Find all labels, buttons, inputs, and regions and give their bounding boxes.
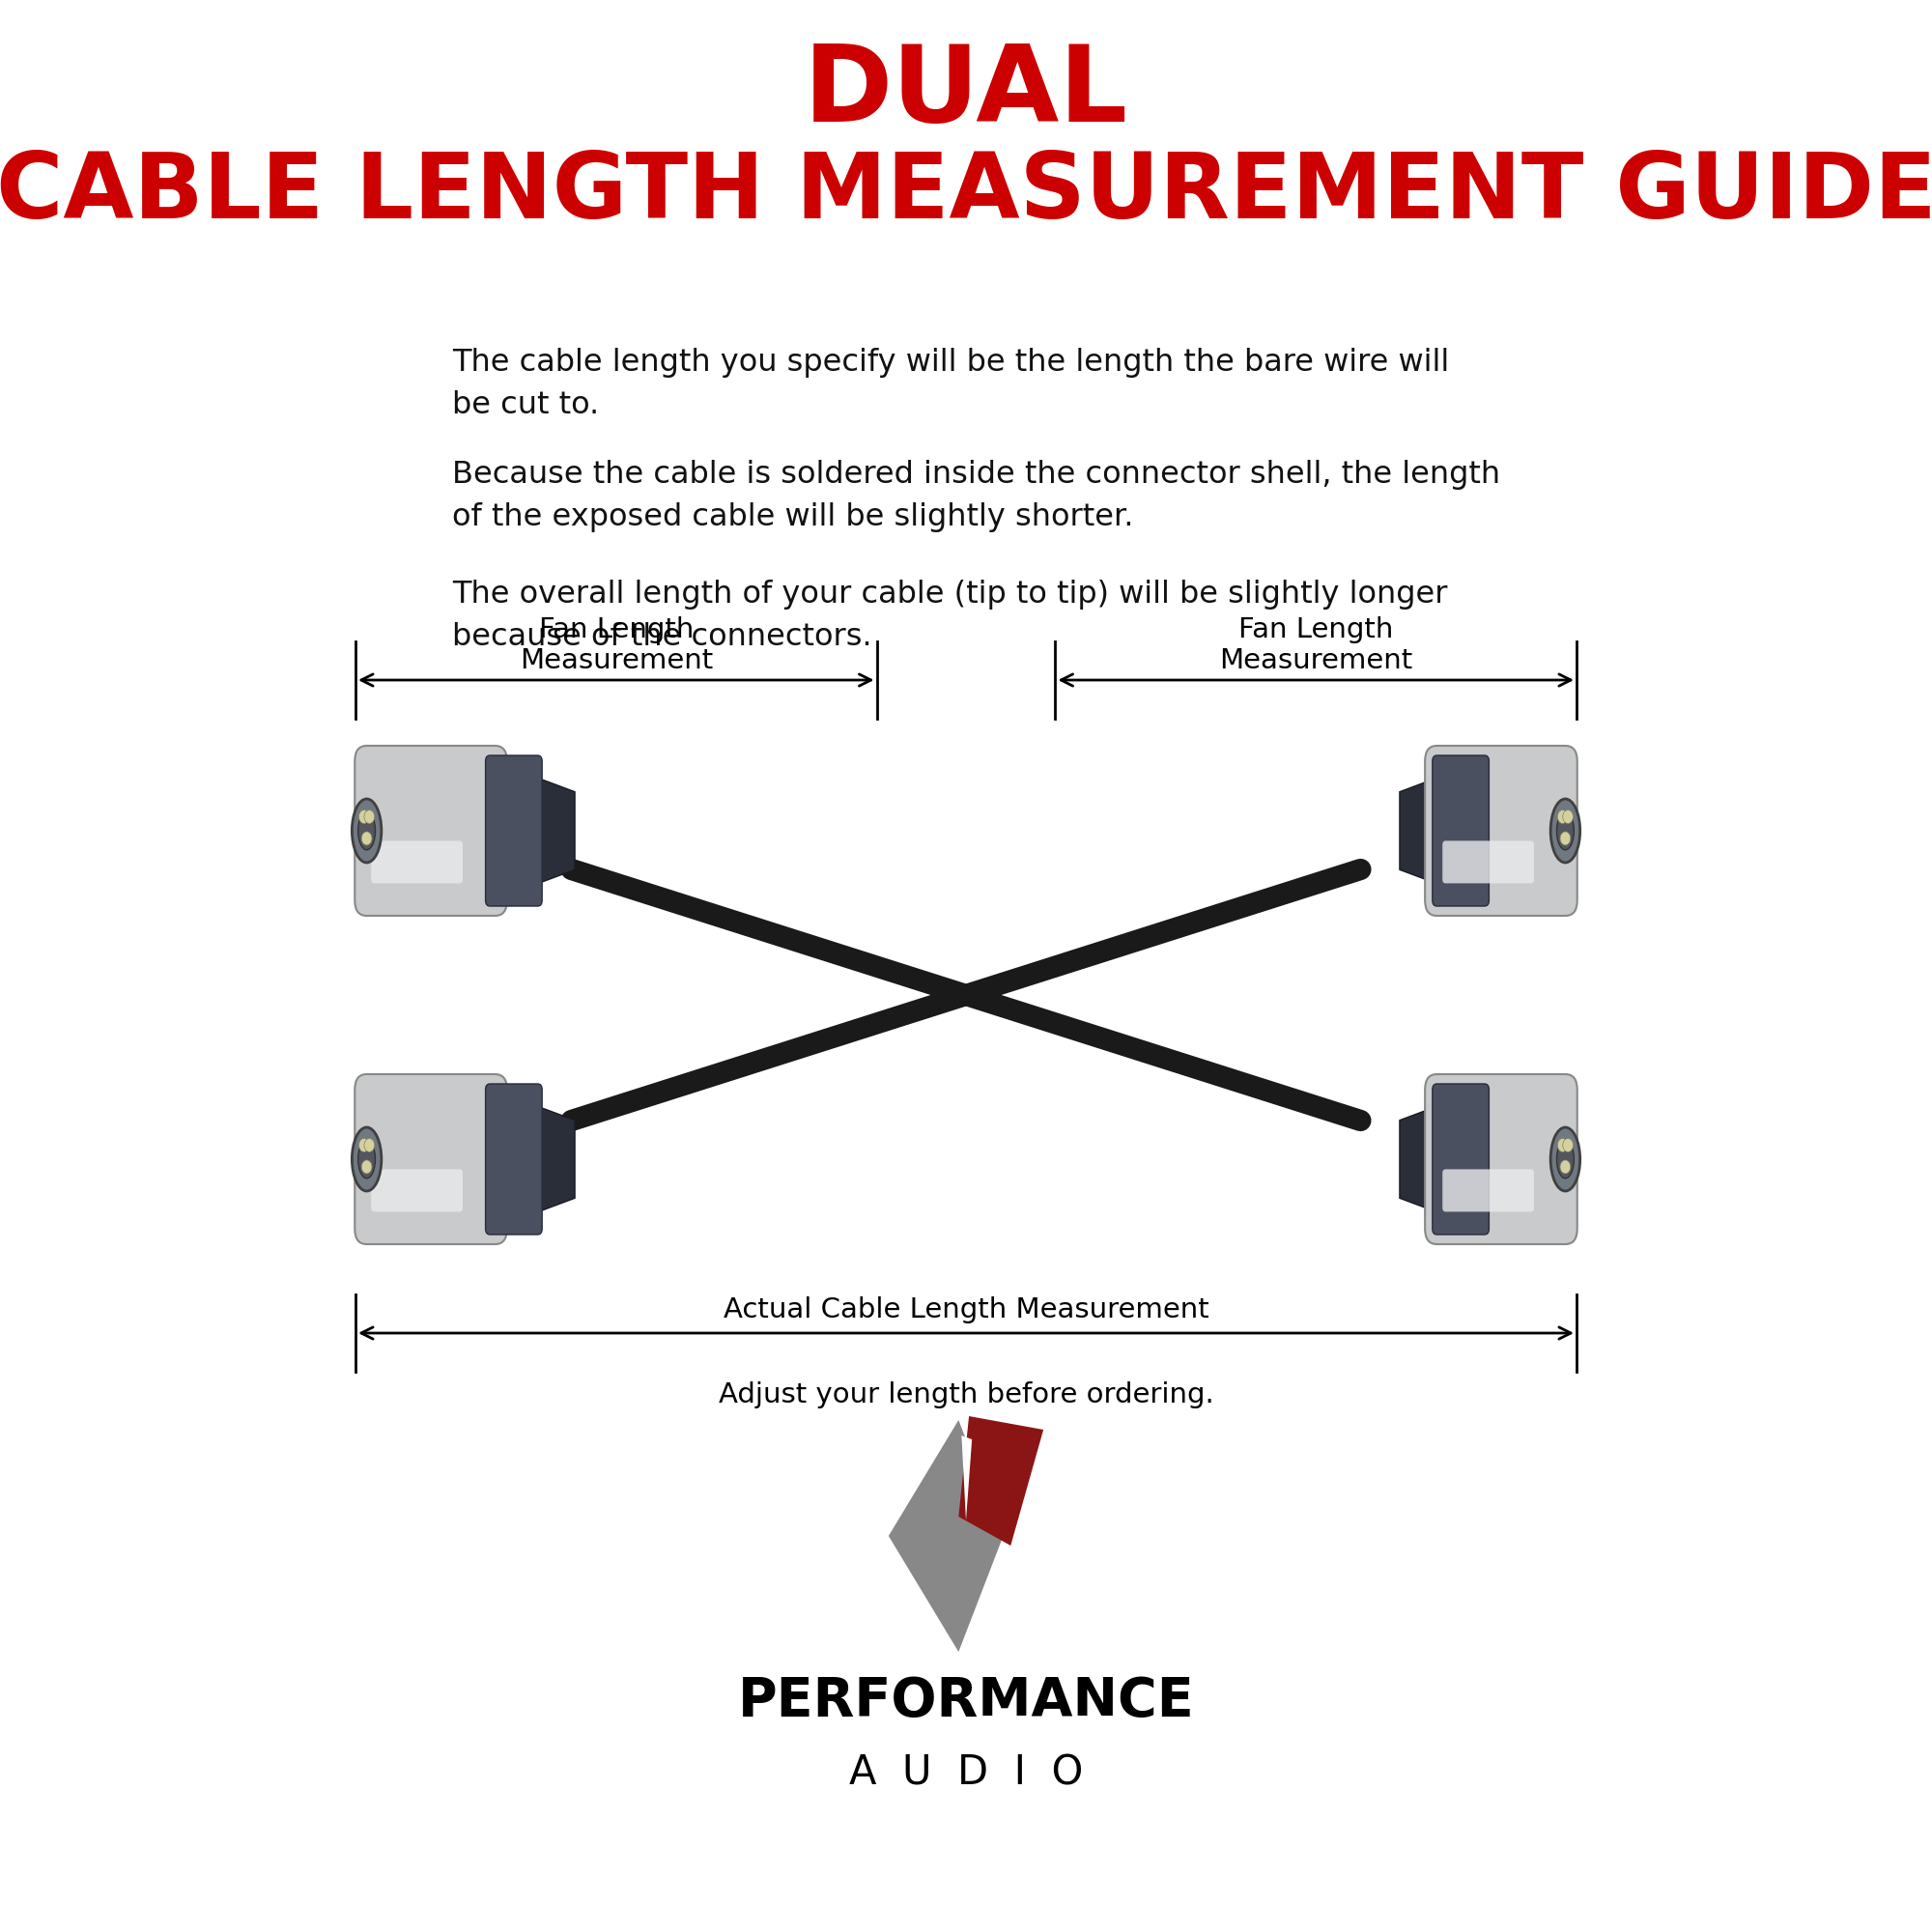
Ellipse shape xyxy=(352,800,381,862)
Polygon shape xyxy=(889,1420,1003,1652)
Circle shape xyxy=(1557,810,1569,823)
Circle shape xyxy=(359,810,369,823)
FancyBboxPatch shape xyxy=(1432,755,1490,906)
Polygon shape xyxy=(962,1435,972,1520)
FancyBboxPatch shape xyxy=(485,755,543,906)
FancyBboxPatch shape xyxy=(371,840,464,883)
Circle shape xyxy=(1563,1138,1573,1151)
FancyBboxPatch shape xyxy=(1426,746,1577,916)
Ellipse shape xyxy=(1551,1128,1580,1190)
Circle shape xyxy=(1561,1159,1571,1173)
Ellipse shape xyxy=(1557,811,1575,850)
Text: A  U  D  I  O: A U D I O xyxy=(848,1752,1084,1793)
Circle shape xyxy=(361,1159,371,1173)
Ellipse shape xyxy=(352,1128,381,1190)
Polygon shape xyxy=(537,1107,576,1211)
Text: Fan Length
Measurement: Fan Length Measurement xyxy=(1219,616,1412,674)
Polygon shape xyxy=(958,1416,1043,1546)
Ellipse shape xyxy=(357,1140,375,1179)
Polygon shape xyxy=(537,779,576,883)
Circle shape xyxy=(361,831,371,844)
Polygon shape xyxy=(1399,1107,1437,1211)
FancyBboxPatch shape xyxy=(1432,1084,1490,1235)
Circle shape xyxy=(363,1138,375,1151)
Text: CABLE LENGTH MEASUREMENT GUIDE: CABLE LENGTH MEASUREMENT GUIDE xyxy=(0,149,1932,238)
Text: Fan Length
Measurement: Fan Length Measurement xyxy=(520,616,713,674)
Text: The cable length you specify will be the length the bare wire will
be cut to.: The cable length you specify will be the… xyxy=(452,348,1449,421)
Ellipse shape xyxy=(1557,1140,1575,1179)
Text: PERFORMANCE: PERFORMANCE xyxy=(738,1675,1194,1727)
Text: DUAL: DUAL xyxy=(804,41,1128,145)
Ellipse shape xyxy=(357,811,375,850)
Circle shape xyxy=(363,810,375,823)
FancyBboxPatch shape xyxy=(1426,1074,1577,1244)
Text: Because the cable is soldered inside the connector shell, the length
of the expo: Because the cable is soldered inside the… xyxy=(452,460,1501,533)
Circle shape xyxy=(1557,1138,1569,1151)
Polygon shape xyxy=(1399,779,1437,883)
FancyBboxPatch shape xyxy=(355,1074,506,1244)
Circle shape xyxy=(1561,831,1571,844)
Ellipse shape xyxy=(1551,800,1580,862)
Circle shape xyxy=(359,1138,369,1151)
FancyBboxPatch shape xyxy=(355,746,506,916)
Text: Adjust your length before ordering.: Adjust your length before ordering. xyxy=(719,1381,1213,1408)
Text: Actual Cable Length Measurement: Actual Cable Length Measurement xyxy=(723,1296,1209,1323)
FancyBboxPatch shape xyxy=(371,1169,464,1211)
FancyBboxPatch shape xyxy=(1443,1169,1534,1211)
FancyBboxPatch shape xyxy=(485,1084,543,1235)
FancyBboxPatch shape xyxy=(1443,840,1534,883)
Circle shape xyxy=(1563,810,1573,823)
Text: The overall length of your cable (tip to tip) will be slightly longer
because of: The overall length of your cable (tip to… xyxy=(452,580,1447,653)
